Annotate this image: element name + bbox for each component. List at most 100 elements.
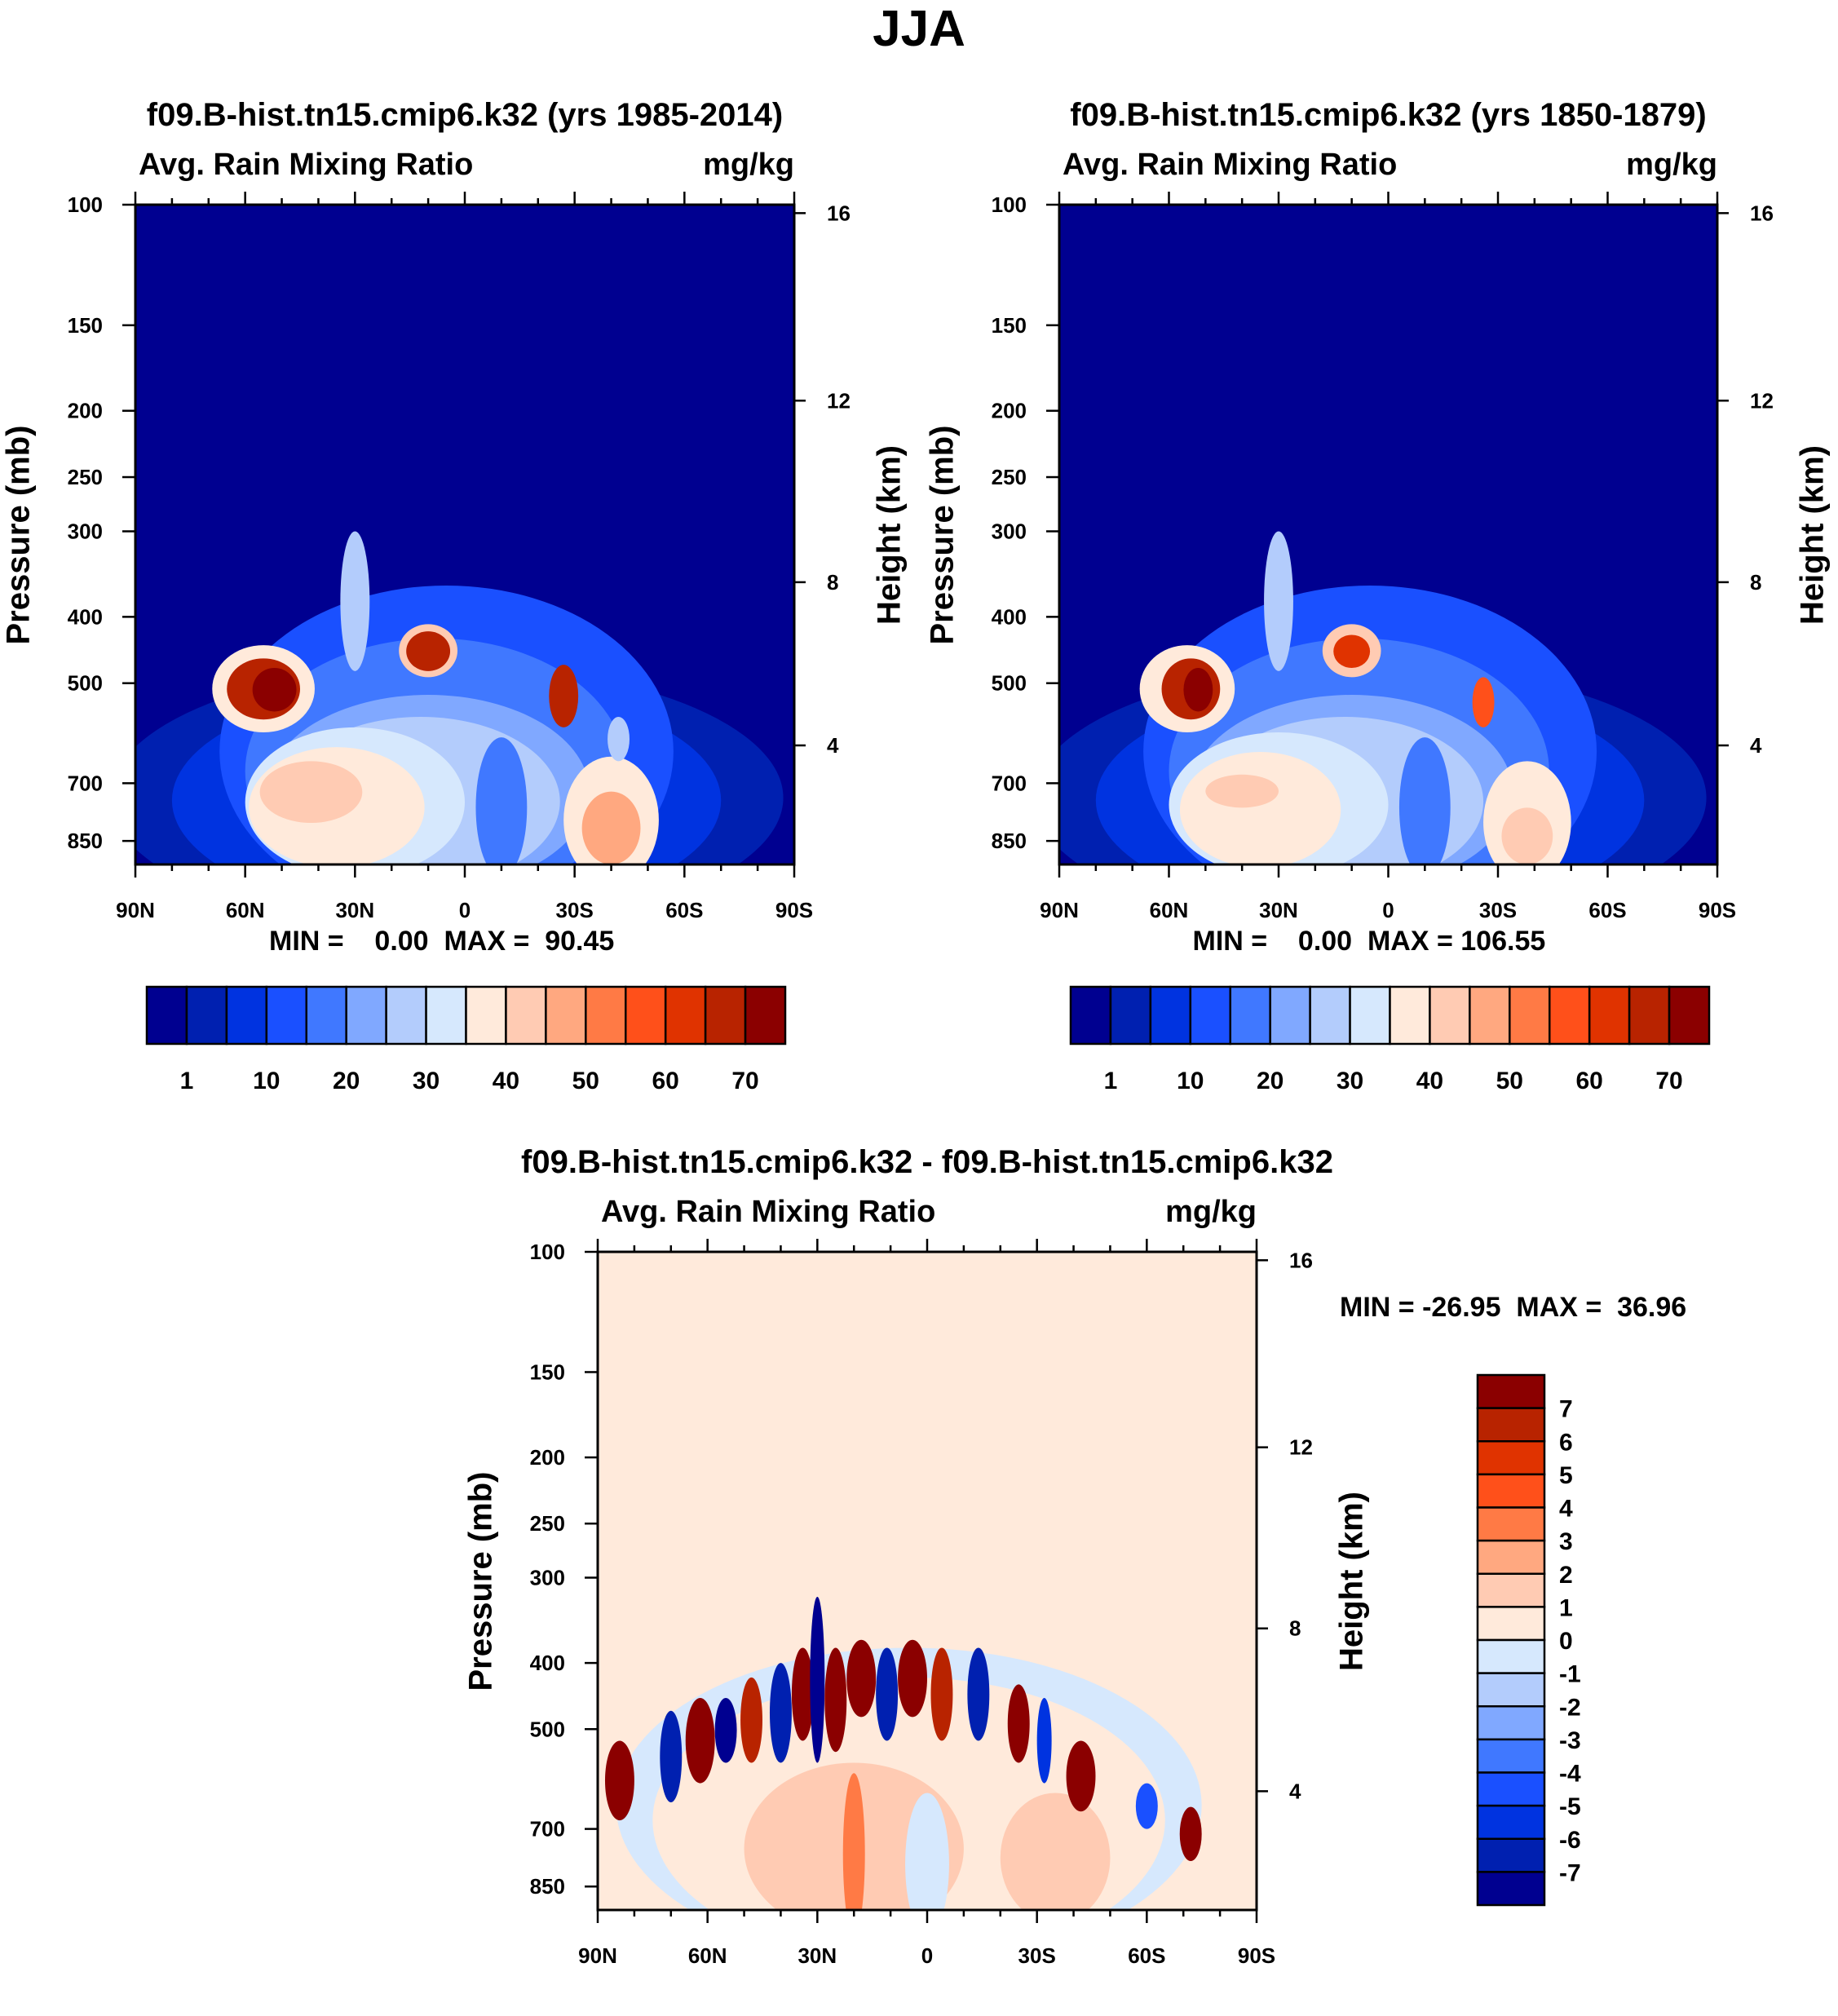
min-max-text: MIN = 0.00 MAX = 90.45 [269, 926, 615, 957]
contour-region [842, 1773, 865, 1910]
colorbar: 7 6 5 4 3 2 1 0 -1 -2 -3 -4 -5 -6 -7 [1476, 1373, 1581, 1907]
colorbar-label: 10 [1177, 1068, 1204, 1094]
y-tick-label: 400 [530, 1651, 565, 1675]
contour-region [685, 1697, 715, 1784]
colorbar-label: 60 [652, 1068, 679, 1094]
contour-region [898, 1639, 927, 1718]
colorbar-label: 1 [1104, 1068, 1118, 1094]
contour-region [876, 1647, 899, 1741]
contour-region [608, 717, 630, 762]
y2-tick-label: 12 [1289, 1435, 1313, 1460]
contour-region [905, 1793, 949, 1910]
y-tick-label: 700 [530, 1817, 565, 1841]
y-tick-label: 500 [68, 671, 103, 696]
colorbar-box [585, 985, 627, 1046]
y-tick-label: 700 [992, 771, 1027, 795]
variable-name: Avg. Rain Mixing Ratio [139, 148, 474, 182]
x-tick-label: 30N [1259, 898, 1298, 922]
colorbar-box [1476, 1705, 1546, 1741]
colorbar-box [1476, 1572, 1546, 1608]
y2-tick-label: 8 [827, 570, 838, 595]
y-axis-label: Pressure (mb) [924, 425, 961, 644]
colorbar-box [1109, 985, 1152, 1046]
colorbar-box [625, 985, 667, 1046]
contour-region [1135, 1783, 1158, 1829]
colorbar-label: 50 [1496, 1068, 1523, 1094]
y2-tick-label: 4 [1289, 1779, 1301, 1803]
contour-region [740, 1677, 762, 1763]
colorbar-box [1149, 985, 1192, 1046]
colorbar-box [1476, 1837, 1546, 1873]
y2-tick-label: 12 [827, 388, 851, 413]
colorbar-box [1476, 1407, 1546, 1443]
colorbar: 1 10 20 30 40 50 60 70 [145, 985, 787, 1094]
y-tick-label: 300 [530, 1566, 565, 1590]
contour-region [1205, 774, 1279, 808]
x-tick-label: 90S [1699, 898, 1736, 922]
y-tick-label: 700 [68, 771, 103, 795]
contour-region [1264, 531, 1293, 671]
colorbar-label: -4 [1559, 1761, 1581, 1788]
x-tick-label: 0 [921, 1943, 933, 1968]
x-tick-label: 30N [797, 1943, 837, 1968]
colorbar-label: 1 [180, 1068, 194, 1094]
colorbar-label: 50 [572, 1068, 599, 1094]
colorbar-label: 2 [1559, 1562, 1573, 1589]
main-title: JJA [873, 1, 965, 57]
colorbar-box [1476, 1539, 1546, 1575]
y-tick-label: 400 [68, 604, 103, 629]
x-tick-label: 90S [775, 898, 813, 922]
x-tick-label: 30N [335, 898, 374, 922]
colorbar-box [1349, 985, 1391, 1046]
colorbar-box [1229, 985, 1271, 1046]
colorbar-label: 3 [1559, 1528, 1573, 1555]
contour-plot: 90N 60N 30N 0 30S 60S 90S 100 150 200 250 300 400 500… [68, 192, 851, 922]
y-tick-label: 150 [992, 313, 1027, 338]
contour-region [1179, 1806, 1202, 1861]
x-tick-label: 60N [226, 898, 265, 922]
colorbar-box [1476, 1473, 1546, 1509]
colorbar-label: 7 [1559, 1396, 1573, 1423]
contour-region [406, 631, 451, 671]
colorbar-box [1549, 985, 1591, 1046]
y-tick-label: 850 [992, 829, 1027, 853]
y2-tick-label: 8 [1750, 570, 1761, 595]
colorbar-box [664, 985, 707, 1046]
x-tick-label: 90N [578, 1943, 617, 1968]
colorbar-box [425, 985, 467, 1046]
colorbar-box [1476, 1373, 1546, 1409]
y2-tick-label: 16 [1289, 1248, 1313, 1272]
colorbar-box [1389, 985, 1431, 1046]
contour-region [1183, 668, 1213, 712]
y2-tick-label: 4 [827, 733, 839, 758]
colorbar: 1 10 20 30 40 50 60 70 [1069, 985, 1711, 1094]
y-tick-label: 100 [68, 192, 103, 217]
colorbar-label: 30 [1337, 1068, 1363, 1094]
contour-region [1007, 1684, 1030, 1763]
colorbar-box [345, 985, 387, 1046]
y2-axis-label: Height (km) [871, 444, 908, 625]
y-tick-label: 200 [530, 1445, 565, 1470]
colorbar-box [1476, 1738, 1546, 1774]
contour-region [1472, 677, 1495, 727]
units-label: mg/kg [1165, 1195, 1257, 1229]
x-tick-label: 30S [1479, 898, 1517, 922]
contour-region [1398, 737, 1451, 864]
colorbar-label: 10 [253, 1068, 280, 1094]
colorbar-box [225, 985, 268, 1046]
colorbar-label: 60 [1576, 1068, 1603, 1094]
y-tick-label: 250 [992, 465, 1027, 489]
contour-region [967, 1647, 990, 1741]
y-axis-label: Pressure (mb) [462, 1471, 499, 1691]
colorbar-box [1476, 1771, 1546, 1807]
colorbar-box [1476, 1606, 1546, 1642]
colorbar-box [1668, 985, 1711, 1046]
contour-plot: 90N 60N 30N 0 30S 60S 90S 100 150 200 250 300 400 500… [992, 192, 1774, 922]
units-label: mg/kg [703, 148, 794, 182]
colorbar-label: -5 [1559, 1793, 1581, 1820]
colorbar-label: 20 [1257, 1068, 1284, 1094]
min-max-text: MIN = 0.00 MAX = 106.55 [1192, 926, 1546, 957]
contour-region [791, 1647, 814, 1741]
colorbar-box [1429, 985, 1471, 1046]
y-tick-label: 850 [68, 829, 103, 853]
